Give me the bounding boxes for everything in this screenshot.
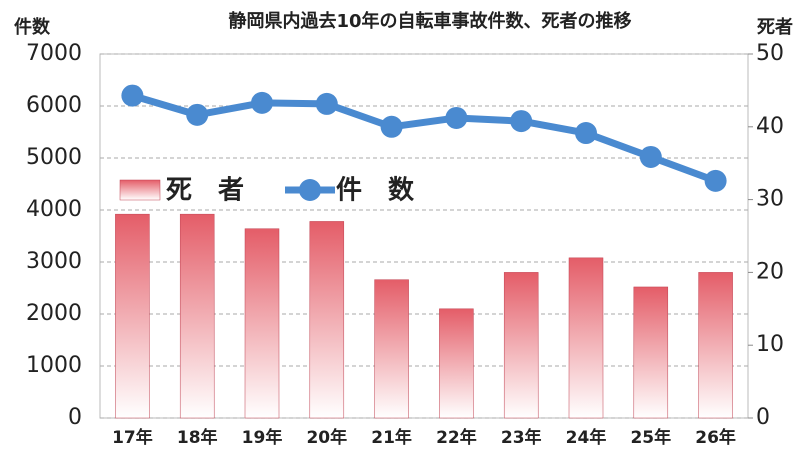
x-tick-label: 26年: [695, 427, 736, 448]
y-tick-label: 1000: [26, 353, 82, 378]
y2-tick-label: 0: [756, 405, 770, 430]
line-marker: [705, 170, 727, 192]
y2-tick-label: 10: [756, 332, 784, 357]
y2-tick-label: 40: [756, 114, 784, 139]
bar: [115, 214, 149, 418]
y-tick-label: 5000: [26, 145, 82, 170]
line-marker: [575, 122, 597, 144]
bar: [180, 214, 214, 418]
x-tick-label: 17年: [112, 427, 153, 448]
x-tick-label: 19年: [242, 427, 283, 448]
bar: [245, 229, 279, 418]
y2-tick-label: 50: [756, 41, 784, 66]
line-marker: [510, 110, 532, 132]
x-tick-label: 21年: [371, 427, 412, 448]
line-marker: [445, 107, 467, 129]
y-tick-label: 4000: [26, 197, 82, 222]
legend-label: 件 数: [336, 176, 415, 206]
line-marker: [121, 85, 143, 107]
bar: [375, 280, 409, 418]
y2-tick-label: 30: [756, 187, 784, 212]
y-tick-label: 3000: [26, 249, 82, 274]
bar: [504, 272, 538, 418]
y-tick-label: 7000: [26, 41, 82, 66]
legend-label: 死 者: [166, 176, 244, 206]
y2-axis-title: 死者: [757, 17, 793, 38]
x-tick-label: 18年: [177, 427, 218, 448]
chart: 静岡県内過去10年の自転車事故件数、死者の推移 件数 死者 0 1000 2000 3…: [0, 0, 802, 453]
chart-title: 静岡県内過去10年の自転車事故件数、死者の推移: [228, 10, 631, 32]
bar: [569, 258, 603, 418]
line: [132, 96, 715, 181]
bar: [310, 221, 344, 418]
line-marker: [186, 104, 208, 126]
y-tick-label: 6000: [26, 93, 82, 118]
x-tick-label: 25年: [630, 427, 671, 448]
legend-swatch: [120, 180, 160, 200]
y2-tick-label: 20: [756, 259, 784, 284]
x-tick-label: 24年: [566, 427, 607, 448]
line-marker: [640, 146, 662, 168]
line-marker: [251, 92, 273, 114]
y-tick-label: 2000: [26, 301, 82, 326]
bar: [439, 309, 473, 418]
x-tick-label: 23年: [501, 427, 542, 448]
line-marker: [381, 116, 403, 138]
y-tick-label: 0: [68, 405, 82, 430]
bar: [699, 272, 733, 418]
x-tick-label: 22年: [436, 427, 477, 448]
bar: [634, 287, 668, 418]
legend-swatch: [299, 179, 321, 201]
y-axis-title: 件数: [14, 16, 51, 38]
line-marker: [316, 93, 338, 115]
x-tick-label: 20年: [306, 427, 347, 448]
